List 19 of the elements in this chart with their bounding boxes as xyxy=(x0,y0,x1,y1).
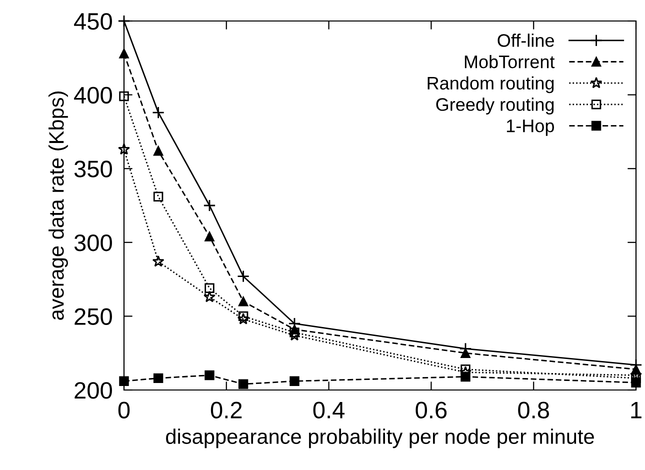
x-axis-title: disappearance probability per node per minute xyxy=(166,428,594,448)
x-tick-label: 0.8 xyxy=(518,402,549,418)
y-tick-label: 250 xyxy=(74,308,112,325)
y-tick-label: 200 xyxy=(74,382,112,399)
y-tick-label: 350 xyxy=(74,160,112,178)
x-tick-label: 0 xyxy=(118,402,130,418)
x-tick-label: 0.4 xyxy=(313,402,345,418)
legend-label: 1-Hop xyxy=(506,120,554,136)
legend-label: Greedy routing xyxy=(436,98,554,115)
legend-label: Random routing xyxy=(428,76,554,94)
y-tick-label: 300 xyxy=(74,234,112,252)
x-tick-label: 0.2 xyxy=(210,402,242,418)
x-tick-label: 1 xyxy=(631,402,642,418)
y-axis-title: average data rate (Kbps) xyxy=(48,92,68,320)
x-tick-label: 0.6 xyxy=(416,402,447,418)
y-tick-label: 400 xyxy=(74,86,112,104)
y-tick-label: 450 xyxy=(74,13,112,30)
legend-label: Off-line xyxy=(498,34,554,47)
legend-label: MobTorrent xyxy=(464,54,555,68)
